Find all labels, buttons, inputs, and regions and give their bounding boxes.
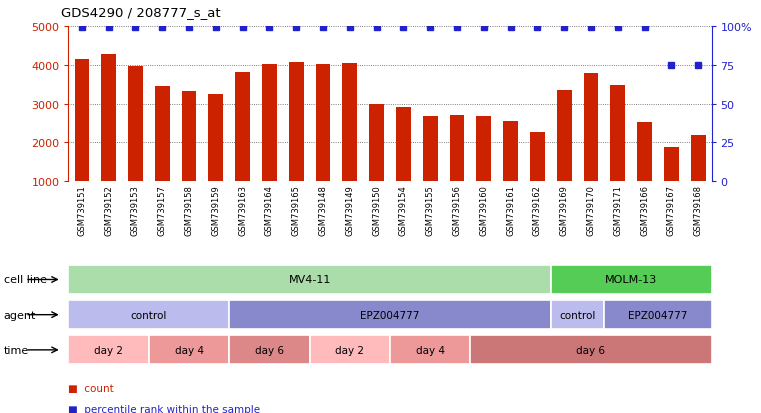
Bar — [342, 64, 357, 182]
Bar — [423, 116, 438, 182]
Bar — [557, 91, 572, 182]
Text: EPZ004777: EPZ004777 — [360, 310, 420, 320]
Bar — [390, 335, 470, 365]
Bar — [450, 116, 464, 182]
Bar — [604, 300, 712, 330]
Bar — [149, 335, 229, 365]
Text: day 4: day 4 — [416, 345, 444, 355]
Text: day 2: day 2 — [336, 345, 365, 355]
Bar — [68, 335, 149, 365]
Bar — [664, 148, 679, 182]
Bar — [503, 122, 518, 182]
Bar — [262, 65, 277, 182]
Bar — [310, 335, 390, 365]
Bar — [691, 135, 705, 182]
Bar — [235, 73, 250, 182]
Text: MV4-11: MV4-11 — [288, 275, 331, 285]
Bar — [551, 265, 712, 294]
Bar — [289, 63, 304, 182]
Text: MOLM-13: MOLM-13 — [605, 275, 658, 285]
Bar — [470, 335, 712, 365]
Bar — [316, 64, 330, 182]
Bar — [610, 86, 625, 182]
Text: control: control — [131, 310, 167, 320]
Text: EPZ004777: EPZ004777 — [629, 310, 688, 320]
Bar — [68, 300, 229, 330]
Bar — [551, 300, 604, 330]
Text: day 2: day 2 — [94, 345, 123, 355]
Text: control: control — [559, 310, 596, 320]
Bar — [155, 87, 170, 182]
Bar — [476, 116, 491, 182]
Bar — [182, 92, 196, 182]
Text: day 6: day 6 — [255, 345, 284, 355]
Bar — [530, 133, 545, 182]
Text: agent: agent — [4, 310, 37, 320]
Bar — [209, 95, 223, 182]
Bar — [229, 300, 551, 330]
Bar — [68, 265, 551, 294]
Bar — [128, 67, 143, 182]
Text: GDS4290 / 208777_s_at: GDS4290 / 208777_s_at — [61, 6, 221, 19]
Bar — [369, 104, 384, 182]
Text: day 4: day 4 — [174, 345, 203, 355]
Bar — [101, 55, 116, 182]
Text: cell line: cell line — [4, 275, 47, 285]
Text: ■  percentile rank within the sample: ■ percentile rank within the sample — [68, 404, 260, 413]
Text: ■  count: ■ count — [68, 383, 114, 393]
Text: day 6: day 6 — [577, 345, 606, 355]
Bar — [75, 60, 89, 182]
Bar — [396, 107, 411, 182]
Bar — [584, 74, 598, 182]
Text: time: time — [4, 345, 29, 355]
Bar — [229, 335, 310, 365]
Bar — [637, 123, 652, 182]
